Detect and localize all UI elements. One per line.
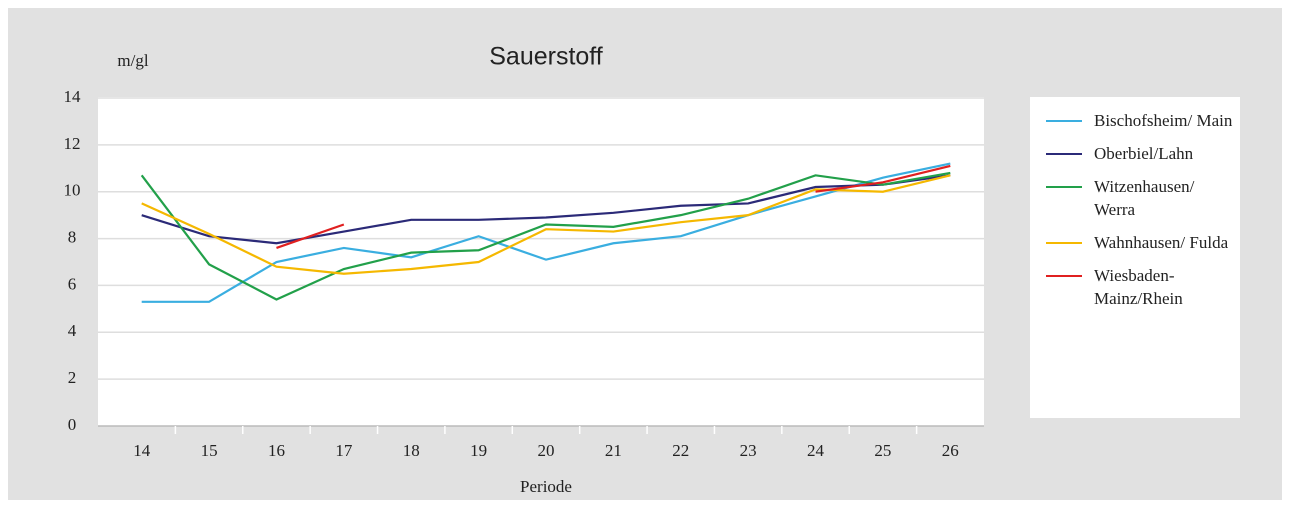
series-line [141, 162, 951, 303]
legend-swatch [1046, 275, 1082, 277]
legend-swatch [1046, 120, 1082, 122]
legend: Bischofsheim/ Main Oberbiel/Lahn Witzenhau… [1030, 97, 1240, 418]
x-tick-label: 23 [740, 441, 757, 460]
series-line [141, 174, 951, 275]
y-tick-label: 12 [64, 134, 81, 153]
x-tick-label: 17 [335, 441, 353, 460]
y-tick-label: 8 [68, 227, 77, 246]
legend-item: Wahnhausen/ Fulda [1030, 231, 1240, 254]
legend-label: Wiesbaden-Mainz/Rhein [1094, 266, 1183, 308]
plot-area [98, 97, 984, 426]
x-axis-label: Periode [520, 477, 572, 496]
x-tick-label: 19 [470, 441, 487, 460]
chart-title: Sauerstoff [489, 43, 603, 71]
legend-item: Oberbiel/Lahn [1030, 142, 1240, 165]
series-line [140, 171, 951, 301]
legend-label: Oberbiel/Lahn [1094, 144, 1194, 163]
x-tick-label: 20 [538, 441, 555, 460]
legend-label: Witzenhausen/ Werra [1094, 177, 1195, 219]
y-tick-label: 14 [64, 87, 82, 106]
legend-item: Witzenhausen/ Werra [1030, 175, 1240, 221]
legend-swatch [1046, 242, 1082, 244]
x-tick-label: 14 [133, 441, 151, 460]
x-tick-label: 18 [403, 441, 420, 460]
legend-label: Bischofsheim/ Main [1094, 111, 1233, 130]
x-tick-label: 16 [268, 441, 285, 460]
legend-item: Bischofsheim/ Main [1030, 109, 1240, 132]
y-tick-label: 2 [68, 368, 77, 387]
legend-swatch [1046, 153, 1082, 155]
x-tick-label: 25 [874, 441, 891, 460]
series-line [276, 164, 951, 249]
legend-swatch [1046, 186, 1082, 188]
y-axis-label: m/gl [117, 51, 148, 70]
series-line [141, 174, 951, 245]
x-tick-label: 15 [201, 441, 218, 460]
x-tick-label: 22 [672, 441, 689, 460]
legend-item: Wiesbaden-Mainz/Rhein [1030, 264, 1240, 310]
y-tick-label: 6 [68, 274, 77, 293]
y-tick-label: 4 [68, 321, 77, 340]
x-tick-label: 26 [942, 441, 959, 460]
x-tick-label: 21 [605, 441, 622, 460]
x-tick-label: 24 [807, 441, 825, 460]
legend-label: Wahnhausen/ Fulda [1094, 233, 1229, 252]
y-tick-label: 0 [68, 415, 77, 434]
y-tick-label: 10 [64, 181, 81, 200]
